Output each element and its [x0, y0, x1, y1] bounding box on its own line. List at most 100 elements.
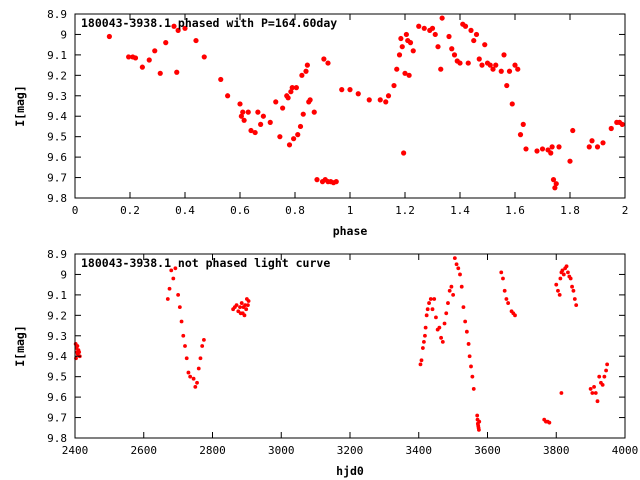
- x-tick-label: 1: [347, 204, 354, 217]
- data-point: [513, 313, 517, 318]
- data-point: [237, 101, 243, 107]
- data-point: [550, 177, 557, 183]
- data-point: [586, 144, 592, 150]
- data-point: [619, 121, 625, 127]
- data-point: [499, 270, 504, 275]
- data-point: [512, 62, 518, 68]
- data-point: [240, 109, 246, 115]
- data-point: [242, 313, 247, 318]
- data-point: [473, 31, 480, 38]
- y-tick-label: 9.6: [47, 151, 67, 164]
- data-point: [420, 346, 425, 350]
- data-point: [291, 136, 297, 142]
- x-tick-label: 3000: [268, 444, 295, 457]
- data-point: [391, 82, 397, 89]
- x-tick-label: 0.4: [175, 204, 195, 217]
- data-point: [202, 337, 206, 342]
- data-point: [558, 276, 563, 281]
- data-point: [311, 109, 317, 115]
- data-point: [167, 286, 172, 291]
- data-point: [457, 60, 463, 66]
- data-point: [477, 419, 482, 424]
- data-point: [182, 25, 188, 31]
- data-point: [419, 358, 424, 363]
- data-point: [467, 354, 472, 359]
- data-point: [225, 93, 231, 99]
- data-point: [163, 40, 169, 46]
- data-point: [476, 56, 482, 62]
- data-point: [608, 125, 614, 132]
- x-tick-label: 3800: [543, 444, 570, 457]
- y-tick-label: 9.3: [47, 90, 67, 103]
- data-point: [165, 297, 170, 301]
- x-tick-label: 4000: [612, 444, 639, 457]
- data-point: [439, 335, 443, 340]
- data-point: [534, 148, 540, 154]
- data-point: [449, 284, 454, 289]
- data-point: [568, 276, 573, 281]
- data-point: [556, 288, 560, 293]
- plot-area-frame: [74, 253, 626, 439]
- phased-data-points: [106, 15, 625, 191]
- data-point: [482, 42, 488, 48]
- data-point: [385, 93, 392, 99]
- x-tick-label: 0.2: [120, 204, 140, 217]
- data-point: [572, 297, 577, 301]
- data-point: [277, 134, 283, 140]
- data-point: [126, 54, 132, 60]
- data-point: [252, 129, 258, 136]
- data-point: [423, 333, 427, 338]
- data-point: [198, 356, 203, 361]
- y-tick-label: 9.5: [47, 131, 67, 144]
- data-point: [139, 64, 145, 70]
- y-tick-label: 9.4: [47, 350, 67, 363]
- data-point: [574, 303, 579, 308]
- data-point: [396, 52, 403, 58]
- data-point: [186, 370, 191, 375]
- data-point: [347, 87, 353, 93]
- data-point: [176, 292, 181, 297]
- data-point: [260, 113, 266, 119]
- data-point: [241, 117, 247, 123]
- data-point: [600, 382, 605, 387]
- data-point: [339, 87, 345, 93]
- data-point: [179, 319, 184, 324]
- data-point: [564, 264, 569, 269]
- data-point: [169, 268, 174, 273]
- data-point: [234, 303, 239, 308]
- data-point: [193, 37, 199, 44]
- data-point: [304, 62, 310, 68]
- data-point: [106, 33, 112, 40]
- data-point: [506, 68, 513, 74]
- y-tick-labels: 8.9 9 9.1 9.2 9.3 9.4 9.5 9.6 9.7 9.8: [47, 8, 67, 205]
- data-point: [560, 268, 565, 273]
- data-point: [442, 321, 447, 326]
- data-point: [200, 344, 205, 348]
- data-point: [465, 60, 471, 66]
- data-point: [493, 62, 499, 68]
- data-point: [470, 374, 475, 379]
- y-tick-label: 9.6: [47, 391, 67, 404]
- data-point: [556, 144, 562, 150]
- data-point: [490, 66, 496, 72]
- data-point: [238, 113, 244, 119]
- data-point: [218, 76, 224, 83]
- data-point: [552, 185, 558, 191]
- y-tick-label: 8.9: [47, 248, 67, 261]
- data-point: [439, 15, 445, 21]
- y-tick-label: 9.8: [47, 432, 67, 445]
- data-point: [593, 391, 598, 395]
- data-point: [523, 146, 529, 152]
- data-point: [383, 99, 389, 105]
- data-point: [509, 101, 515, 107]
- data-point: [597, 374, 602, 379]
- y-tick-label: 9.4: [47, 110, 67, 123]
- x-tick-label: 0.8: [285, 204, 305, 217]
- data-point: [594, 144, 601, 150]
- data-point: [592, 384, 596, 389]
- data-point: [407, 40, 414, 46]
- chart-title: 180043-3938.1 phased with P=164.60day: [81, 16, 337, 30]
- data-point: [421, 25, 427, 31]
- data-point: [428, 297, 433, 301]
- data-point: [244, 307, 249, 312]
